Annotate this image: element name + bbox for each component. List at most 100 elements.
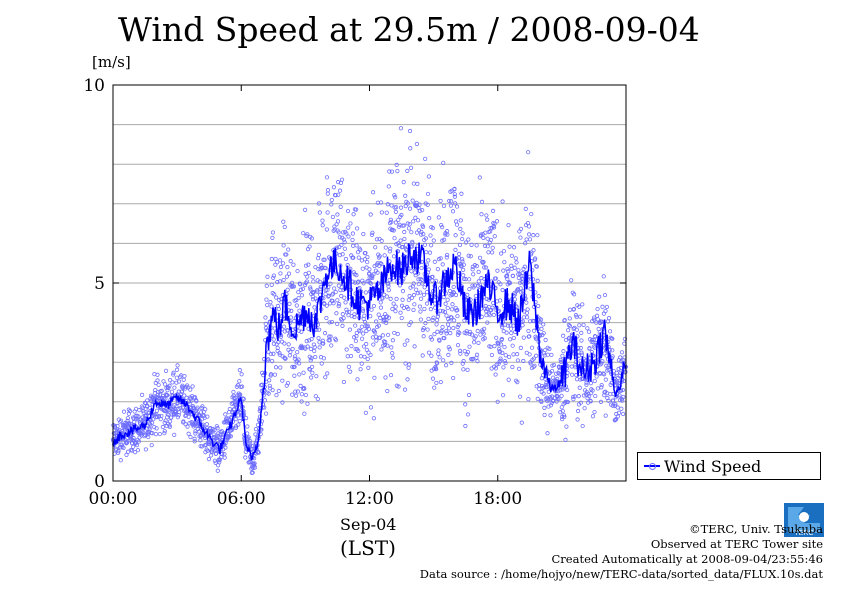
data-point <box>451 290 457 295</box>
data-point <box>429 337 434 342</box>
data-point <box>621 394 626 400</box>
data-point <box>351 212 356 217</box>
data-point <box>276 306 281 312</box>
data-point <box>453 219 459 224</box>
data-point <box>215 426 220 431</box>
data-point <box>511 352 516 357</box>
data-point <box>333 338 339 343</box>
data-point <box>579 338 584 343</box>
data-point <box>511 245 517 250</box>
data-point <box>591 317 597 322</box>
data-point <box>293 389 298 394</box>
data-point <box>359 324 364 329</box>
data-point <box>314 374 319 379</box>
data-point <box>282 224 287 230</box>
data-point <box>592 409 597 415</box>
data-point <box>572 325 577 330</box>
data-point <box>339 293 344 299</box>
data-point <box>490 245 495 250</box>
data-point <box>407 222 412 227</box>
data-point <box>396 241 401 246</box>
data-point <box>560 416 565 422</box>
data-point <box>239 372 244 377</box>
data-point <box>524 300 529 305</box>
data-point <box>237 379 242 384</box>
data-point <box>452 186 457 191</box>
data-point <box>262 398 268 403</box>
data-point <box>331 185 336 190</box>
data-point <box>217 435 222 440</box>
data-point <box>472 340 477 345</box>
data-point <box>277 351 282 356</box>
data-point <box>356 255 361 260</box>
data-point <box>453 292 459 298</box>
data-point <box>361 231 366 237</box>
data-point <box>307 367 313 372</box>
data-point <box>293 326 298 331</box>
data-point <box>288 349 293 354</box>
data-point <box>541 331 546 336</box>
data-point <box>400 244 405 250</box>
data-point <box>308 287 313 292</box>
data-point <box>184 395 189 400</box>
data-point <box>418 317 423 322</box>
data-point <box>125 418 130 423</box>
data-point <box>166 385 171 390</box>
data-point <box>287 353 292 358</box>
data-point <box>402 387 408 392</box>
data-point <box>365 323 370 328</box>
data-point <box>598 362 603 367</box>
data-point <box>206 457 212 462</box>
data-point <box>169 389 175 394</box>
data-point <box>266 357 271 362</box>
data-point <box>306 302 311 307</box>
data-point <box>495 399 500 404</box>
data-point <box>335 298 340 303</box>
data-point <box>280 378 285 383</box>
data-point <box>185 383 190 388</box>
data-point <box>520 270 525 276</box>
data-point <box>295 349 300 355</box>
data-point <box>363 250 368 256</box>
data-point <box>163 418 168 423</box>
data-point <box>406 226 412 231</box>
data-point <box>575 408 581 414</box>
data-point <box>523 241 528 246</box>
data-point <box>415 181 420 186</box>
data-point <box>172 385 177 390</box>
data-point <box>507 244 512 249</box>
data-point <box>392 193 397 198</box>
data-point <box>349 253 354 258</box>
data-point <box>379 261 384 267</box>
data-point <box>410 198 415 203</box>
data-point <box>506 377 511 382</box>
data-point <box>542 412 547 418</box>
data-point <box>566 328 571 333</box>
data-point <box>198 438 203 443</box>
data-point <box>319 361 324 366</box>
data-point <box>383 375 388 380</box>
data-point <box>275 345 280 351</box>
data-point <box>310 274 315 280</box>
data-point <box>580 423 585 429</box>
data-point <box>441 160 446 165</box>
data-point <box>615 414 620 419</box>
data-point <box>162 431 167 436</box>
data-point <box>602 390 607 395</box>
legend-swatch <box>644 463 660 470</box>
data-point <box>531 356 536 361</box>
data-point <box>334 311 339 316</box>
data-point <box>321 356 327 361</box>
data-point <box>292 364 297 369</box>
data-point <box>153 388 158 393</box>
data-point <box>367 267 372 272</box>
data-point <box>373 245 378 250</box>
data-point <box>285 381 291 386</box>
data-point <box>300 286 305 291</box>
data-point <box>408 146 413 151</box>
data-point <box>136 439 141 444</box>
terc-logo-icon: TERC <box>784 503 824 537</box>
data-point <box>346 234 351 239</box>
data-point <box>467 344 472 349</box>
data-point <box>461 262 466 267</box>
